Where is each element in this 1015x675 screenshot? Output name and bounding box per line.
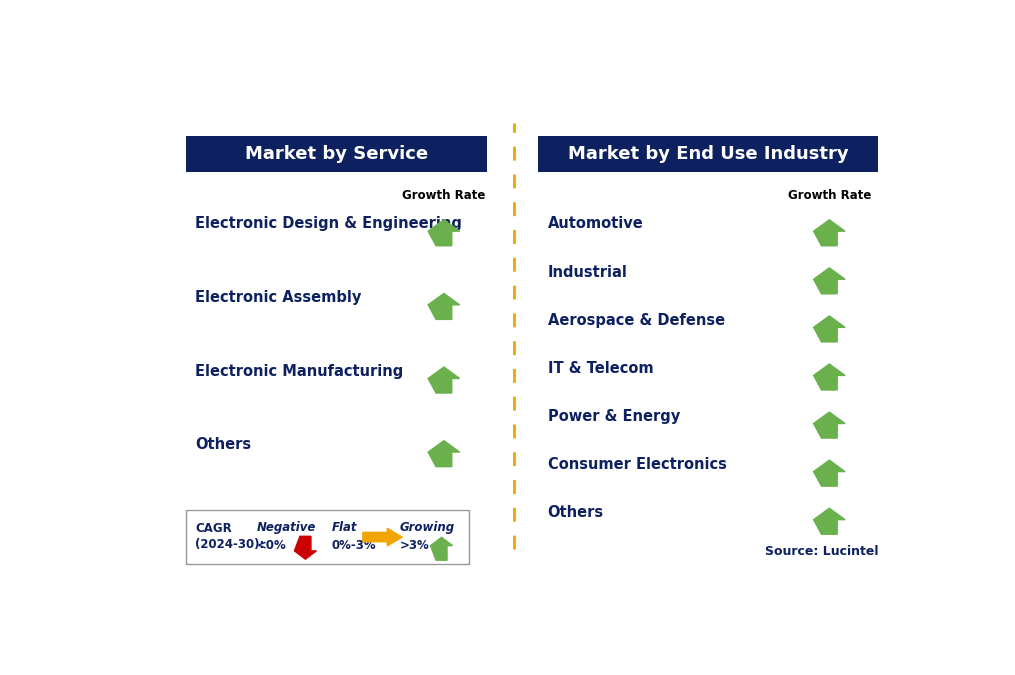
Text: Electronic Manufacturing: Electronic Manufacturing [195, 364, 404, 379]
Text: Flat: Flat [331, 521, 357, 534]
Text: Power & Energy: Power & Energy [548, 409, 680, 424]
Text: Growing: Growing [400, 521, 455, 534]
Polygon shape [814, 220, 845, 246]
Polygon shape [428, 367, 460, 393]
Polygon shape [814, 508, 845, 534]
Text: Automotive: Automotive [548, 217, 644, 232]
Text: Growth Rate: Growth Rate [788, 189, 871, 202]
Polygon shape [428, 294, 460, 319]
FancyBboxPatch shape [538, 136, 878, 172]
Polygon shape [814, 268, 845, 294]
Polygon shape [430, 537, 453, 560]
Text: Source: Lucintel: Source: Lucintel [764, 545, 878, 558]
Text: Industrial: Industrial [548, 265, 627, 279]
Text: Consumer Electronics: Consumer Electronics [548, 457, 727, 472]
Polygon shape [362, 529, 402, 546]
FancyBboxPatch shape [186, 510, 469, 564]
Text: Others: Others [548, 505, 604, 520]
Text: Negative: Negative [257, 521, 316, 534]
Text: Aerospace & Defense: Aerospace & Defense [548, 313, 725, 327]
Text: Others: Others [195, 437, 252, 452]
Polygon shape [814, 412, 845, 438]
Text: (2024-30):: (2024-30): [195, 538, 265, 551]
Text: Electronic Design & Engineering: Electronic Design & Engineering [195, 217, 462, 232]
Text: <0%: <0% [257, 539, 286, 552]
Polygon shape [428, 220, 460, 246]
FancyBboxPatch shape [186, 136, 487, 172]
Text: IT & Telecom: IT & Telecom [548, 360, 654, 376]
Polygon shape [814, 364, 845, 390]
Text: CAGR: CAGR [195, 522, 232, 535]
Text: >3%: >3% [400, 539, 429, 552]
Text: 0%-3%: 0%-3% [331, 539, 376, 552]
Text: Electronic Assembly: Electronic Assembly [195, 290, 361, 305]
Polygon shape [814, 460, 845, 486]
Text: Growth Rate: Growth Rate [402, 189, 485, 202]
Text: Market by End Use Industry: Market by End Use Industry [567, 144, 849, 163]
Polygon shape [814, 316, 845, 342]
Text: Market by Service: Market by Service [245, 144, 428, 163]
Polygon shape [428, 441, 460, 466]
Polygon shape [294, 537, 317, 559]
